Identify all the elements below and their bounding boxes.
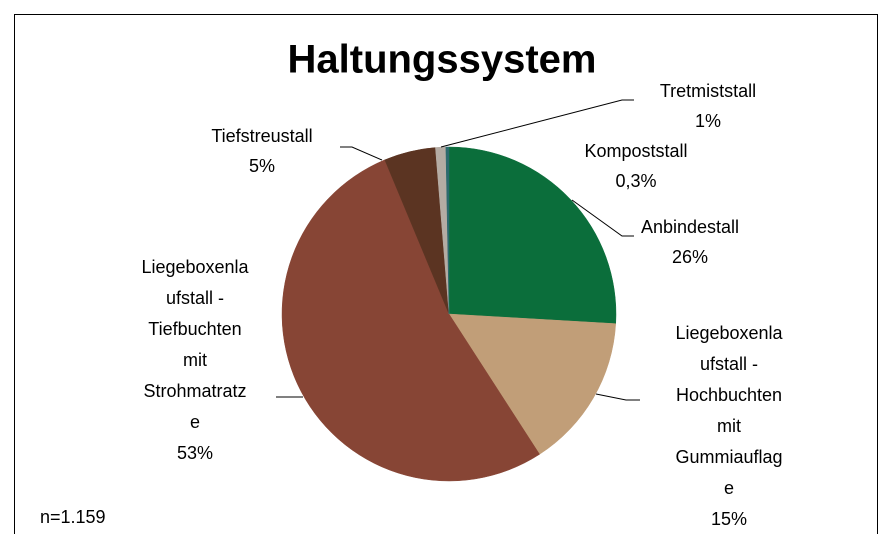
slice-label-line: Liegeboxenla xyxy=(141,257,249,277)
slice-label-line: Tiefstreustall xyxy=(211,126,312,146)
leader-line xyxy=(571,199,634,237)
leader-line xyxy=(440,99,634,148)
slice-value-label: 53% xyxy=(177,443,213,463)
pie-slice xyxy=(281,159,540,482)
slice-label-line: Tiefbuchten xyxy=(148,319,241,339)
pie-slice xyxy=(445,146,450,315)
slice-label-line: ufstall - xyxy=(166,288,224,308)
slice-label-line: e xyxy=(724,478,734,498)
labels: Anbindestall 26% Liegeboxenla ufstall - Hoch… xyxy=(141,81,783,529)
slice-label-line: e xyxy=(190,412,200,432)
slice-label-line: Hochbuchten xyxy=(676,385,782,405)
slice-label-line: Liegeboxenla xyxy=(675,323,783,343)
slice-label-line: Strohmatratz xyxy=(143,381,246,401)
leader-line xyxy=(340,146,383,161)
slice-label: Tiefstreustall xyxy=(211,126,312,146)
slice-label-line: mit xyxy=(183,350,207,370)
slice-label-line: Anbindestall xyxy=(641,217,739,237)
pie xyxy=(281,146,617,482)
slice-value-label: 26% xyxy=(672,247,708,267)
slice-label-line: Gummiauflag xyxy=(675,447,782,467)
slice-value-label: 1% xyxy=(695,111,721,131)
slice-label: Tretmiststall xyxy=(660,81,756,101)
slice-label: Liegeboxenla ufstall - Tiefbuchten mit Stroh… xyxy=(141,257,249,432)
slice-label-line: mit xyxy=(717,416,741,436)
pie-slice xyxy=(448,313,616,455)
sample-size-note: n=1.159 xyxy=(40,507,106,527)
chart-title: Haltungssystem xyxy=(288,38,597,82)
slice-label-line: Kompoststall xyxy=(584,141,687,161)
slice-value-label: 5% xyxy=(249,156,275,176)
pie-slice xyxy=(448,146,617,324)
slice-value-label: 0,3% xyxy=(615,171,656,191)
slice-value-label: 15% xyxy=(711,509,747,529)
slice-label-line: Tretmiststall xyxy=(660,81,756,101)
slice-label-line: ufstall - xyxy=(700,354,758,374)
slice-label: Kompoststall xyxy=(584,141,687,161)
leader-line xyxy=(595,393,640,401)
slice-label: Anbindestall xyxy=(641,217,739,237)
slice-label: Liegeboxenla ufstall - Hochbuchten mit Gummi… xyxy=(675,323,783,498)
